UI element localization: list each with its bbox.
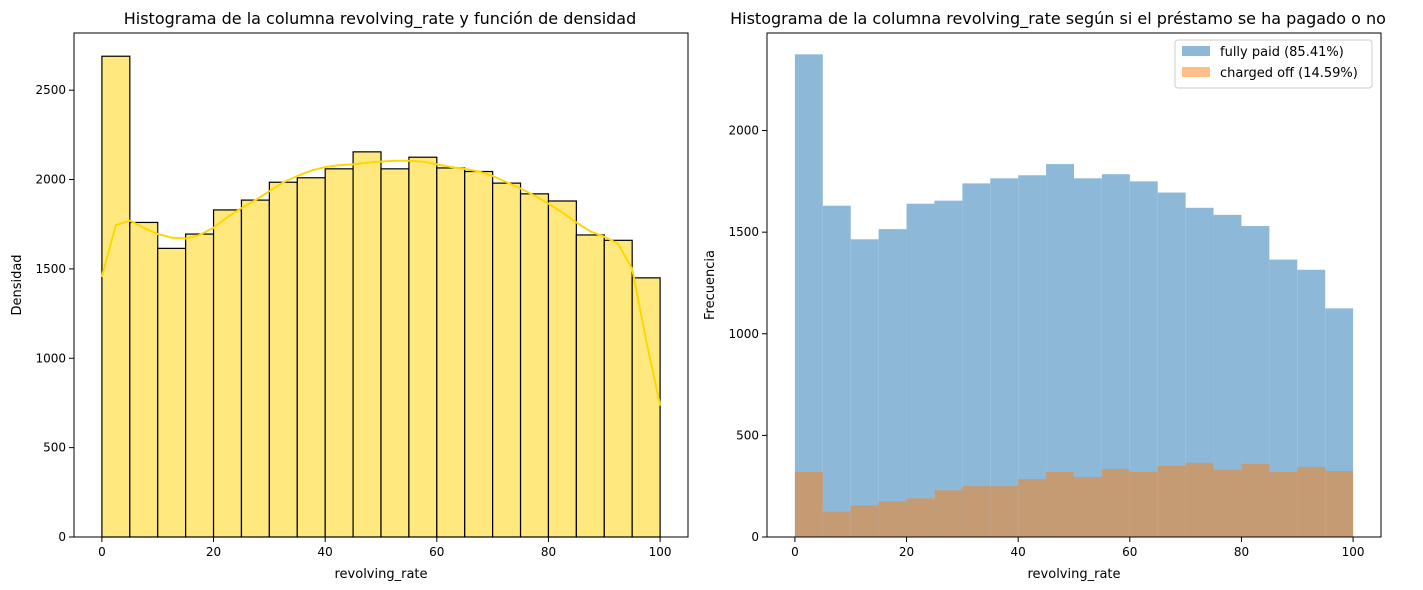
bar-charged-off [1046, 471, 1074, 537]
histogram-bars [101, 55, 661, 538]
histogram-bar [492, 182, 522, 538]
bar-charged-off [906, 498, 935, 537]
histogram-bar [185, 233, 215, 538]
y-tick-label: 2000 [728, 124, 759, 138]
density-histogram-chart: Histograma de la columna revolving_rate … [10, 9, 689, 582]
histogram-bar [575, 234, 605, 538]
legend-label-fully-paid: fully paid (85.41%) [1220, 45, 1344, 60]
y-axis-ticks: 0 500 1000 1500 2000 2500 [35, 83, 74, 544]
bar-charged-off [934, 490, 963, 537]
bar-fully-paid [990, 178, 1019, 537]
x-tick-label: 60 [429, 545, 444, 559]
histogram-bar [324, 168, 354, 538]
plot-frame [73, 32, 689, 538]
histogram-bar [296, 177, 326, 538]
bar-charged-off [1157, 465, 1186, 537]
histogram-bar [464, 170, 494, 538]
histogram-bar [380, 168, 410, 538]
bar-charged-off [1269, 471, 1298, 537]
y-axis-ticks: 0 500 1000 1500 2000 [728, 124, 767, 544]
bar-charged-off [1074, 477, 1102, 537]
bar-fully-paid [962, 183, 991, 538]
legend-frame [1174, 39, 1373, 89]
histogram-bar [519, 193, 550, 538]
histogram-bars [794, 54, 1354, 538]
x-axis-ticks: 0 20 40 60 80 100 [791, 537, 1365, 559]
y-tick-label: 1500 [728, 225, 759, 239]
bar-charged-off [1213, 469, 1242, 537]
y-tick-label: 1000 [35, 351, 66, 365]
y-tick-label: 0 [58, 530, 66, 544]
chart-title: Histograma de la columna revolving_rate … [730, 9, 1386, 29]
bar-fully-paid [822, 205, 851, 537]
x-tick-label: 100 [649, 545, 672, 559]
bar-charged-off [1185, 462, 1214, 537]
bar-charged-off [1241, 463, 1270, 537]
grouped-histogram-chart: Histograma de la columna revolving_rate … [703, 9, 1386, 582]
bar-charged-off [990, 486, 1019, 537]
plot-frame [766, 32, 1382, 538]
histogram-bar [129, 221, 159, 538]
x-axis-ticks: 0 20 40 60 80 100 [98, 537, 672, 559]
x-tick-label: 80 [1234, 545, 1249, 559]
histogram-bar [547, 200, 577, 538]
bar-charged-off [794, 471, 823, 537]
x-tick-label: 100 [1342, 545, 1365, 559]
x-tick-label: 40 [318, 545, 333, 559]
y-tick-label: 1500 [35, 262, 66, 276]
histogram-bar [101, 55, 131, 538]
y-axis-label: Densidad [10, 254, 25, 315]
histogram-bar [631, 277, 661, 538]
density-curve [100, 159, 662, 406]
bar-charged-off [1325, 470, 1354, 537]
x-axis-label: revolving_rate [1027, 567, 1120, 582]
histogram-bar [436, 167, 466, 538]
legend-label-charged-off: charged off (14.59%) [1220, 66, 1358, 81]
histogram-bar [352, 151, 382, 538]
bar-fully-paid [1018, 175, 1047, 538]
y-tick-label: 2000 [35, 173, 66, 187]
x-tick-label: 60 [1122, 545, 1137, 559]
histogram-bar [212, 209, 243, 538]
bar-charged-off [1018, 479, 1047, 537]
y-tick-label: 1000 [728, 327, 759, 341]
x-tick-label: 0 [98, 545, 106, 559]
x-tick-label: 40 [1011, 545, 1026, 559]
bar-charged-off [1129, 471, 1158, 537]
histogram-bar [157, 247, 187, 538]
bar-charged-off [878, 501, 907, 537]
histogram-bar [603, 239, 633, 538]
bar-charged-off [850, 505, 879, 537]
y-tick-label: 500 [43, 441, 66, 455]
y-tick-label: 500 [736, 428, 759, 442]
bar-fully-paid [934, 200, 963, 537]
bar-charged-off [962, 486, 991, 537]
x-axis-label: revolving_rate [334, 567, 427, 582]
legend-swatch-fully-paid [1182, 46, 1210, 56]
histogram-bar [268, 181, 298, 538]
bar-charged-off [822, 511, 851, 537]
legend: fully paid (85.41%) charged off (14.59%) [1174, 39, 1373, 89]
x-tick-label: 20 [899, 545, 914, 559]
y-tick-label: 2500 [35, 83, 66, 97]
y-tick-label: 0 [751, 530, 759, 544]
chart-title: Histograma de la columna revolving_rate … [124, 9, 637, 29]
bar-fully-paid [794, 54, 823, 537]
kde-line [100, 159, 662, 406]
bar-charged-off [1297, 466, 1326, 537]
histogram-bar [240, 199, 270, 538]
y-axis-label: Frecuencia [703, 250, 718, 320]
x-tick-label: 20 [206, 545, 221, 559]
x-tick-label: 0 [791, 545, 799, 559]
bar-fully-paid [906, 203, 935, 538]
bar-charged-off [1101, 468, 1130, 537]
legend-swatch-charged-off [1182, 67, 1210, 77]
histogram-bar [408, 156, 438, 538]
bar-fully-paid [878, 229, 907, 537]
x-tick-label: 80 [541, 545, 556, 559]
bar-fully-paid [850, 239, 879, 537]
